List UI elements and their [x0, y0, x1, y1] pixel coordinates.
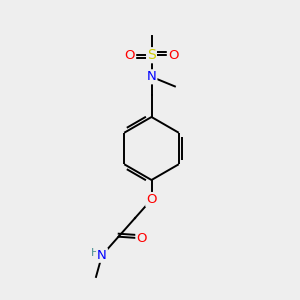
Text: O: O	[168, 49, 178, 62]
Text: O: O	[136, 232, 147, 245]
Text: H: H	[91, 248, 100, 258]
Text: N: N	[147, 70, 156, 83]
Text: O: O	[146, 193, 157, 206]
Text: S: S	[147, 48, 156, 62]
Text: N: N	[97, 249, 107, 262]
Text: O: O	[125, 49, 135, 62]
